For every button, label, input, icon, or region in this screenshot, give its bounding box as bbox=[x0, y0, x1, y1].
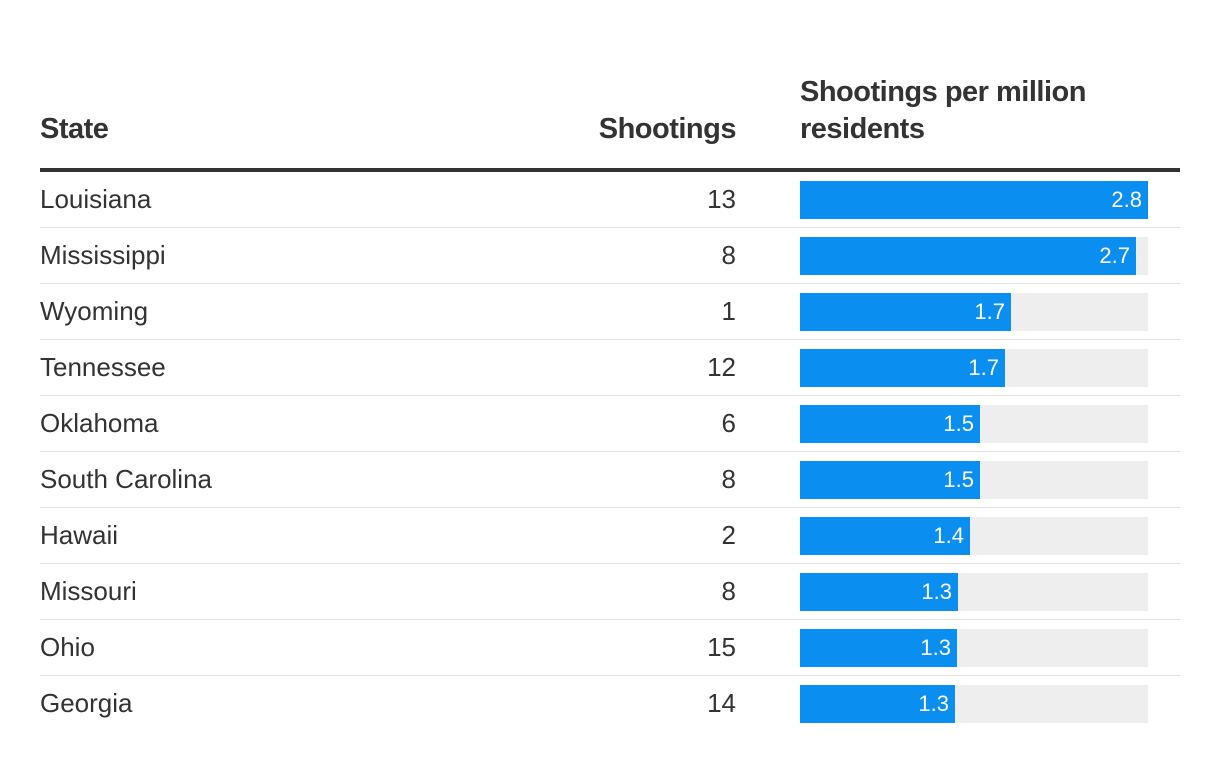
bar-track: 1.5 bbox=[800, 405, 1148, 443]
table-row: Louisiana 13 2.8 bbox=[40, 172, 1180, 228]
table-row: Wyoming 1 1.7 bbox=[40, 284, 1180, 340]
table-header: State Shootings Shootings per million re… bbox=[40, 76, 1180, 172]
rate-bar: 1.3 bbox=[800, 573, 958, 611]
bar-track: 1.5 bbox=[800, 461, 1148, 499]
state-name: Oklahoma bbox=[40, 408, 159, 438]
shootings-count: 8 bbox=[721, 240, 736, 270]
state-name: Missouri bbox=[40, 576, 137, 606]
rate-label: 1.3 bbox=[921, 579, 952, 604]
shootings-count: 6 bbox=[721, 408, 736, 438]
rate-label: 1.3 bbox=[920, 635, 951, 660]
table-row: South Carolina 8 1.5 bbox=[40, 452, 1180, 508]
state-name: Hawaii bbox=[40, 520, 119, 550]
rate-bar: 2.8 bbox=[800, 181, 1148, 219]
shootings-count: 8 bbox=[721, 464, 736, 494]
state-name: Mississippi bbox=[40, 240, 166, 270]
rate-label: 2.7 bbox=[1099, 243, 1130, 268]
data-table: State Shootings Shootings per million re… bbox=[40, 76, 1180, 731]
rate-bar: 1.3 bbox=[800, 629, 957, 667]
bar-track: 1.3 bbox=[800, 629, 1148, 667]
shootings-count: 8 bbox=[721, 576, 736, 606]
shootings-count: 14 bbox=[707, 688, 736, 718]
rate-bar: 1.5 bbox=[800, 461, 980, 499]
bar-track: 1.7 bbox=[800, 293, 1148, 331]
bar-track: 1.4 bbox=[800, 517, 1148, 555]
shootings-count: 1 bbox=[721, 296, 736, 326]
shootings-count: 15 bbox=[707, 632, 736, 662]
table-row: Georgia 14 1.3 bbox=[40, 676, 1180, 731]
column-header-state: State bbox=[40, 113, 109, 145]
table-body: Louisiana 13 2.8 Mississippi 8 2.7 Wyoming 1 1.7… bbox=[40, 172, 1180, 731]
state-name: Georgia bbox=[40, 688, 133, 718]
shootings-count: 13 bbox=[707, 184, 736, 214]
column-header-shootings: Shootings bbox=[598, 113, 737, 145]
rate-bar: 1.4 bbox=[800, 517, 970, 555]
bar-track: 2.8 bbox=[800, 181, 1148, 219]
column-header-rate: Shootings per million residents bbox=[800, 76, 1086, 145]
shootings-count: 2 bbox=[721, 520, 736, 550]
state-name: Tennessee bbox=[40, 352, 166, 382]
state-name: Wyoming bbox=[40, 296, 149, 326]
bar-track: 1.7 bbox=[800, 349, 1148, 387]
rate-bar: 1.7 bbox=[800, 349, 1005, 387]
rate-label: 1.4 bbox=[933, 523, 964, 548]
rate-bar: 1.7 bbox=[800, 293, 1011, 331]
bar-track: 2.7 bbox=[800, 237, 1148, 275]
shootings-count: 12 bbox=[707, 352, 736, 382]
rate-bar: 1.3 bbox=[800, 685, 955, 723]
rate-label: 1.5 bbox=[943, 411, 974, 436]
rate-bar: 1.5 bbox=[800, 405, 980, 443]
table-row: Missouri 8 1.3 bbox=[40, 564, 1180, 620]
rate-label: 1.7 bbox=[968, 355, 999, 380]
table-row: Hawaii 2 1.4 bbox=[40, 508, 1180, 564]
bar-track: 1.3 bbox=[800, 573, 1148, 611]
table-row: Ohio 15 1.3 bbox=[40, 620, 1180, 676]
rate-bar: 2.7 bbox=[800, 237, 1136, 275]
rate-label: 1.7 bbox=[974, 299, 1005, 324]
rate-label: 2.8 bbox=[1111, 187, 1142, 212]
rate-label: 1.5 bbox=[943, 467, 974, 492]
bar-track: 1.3 bbox=[800, 685, 1148, 723]
state-name: Ohio bbox=[40, 632, 95, 662]
rate-label: 1.3 bbox=[918, 691, 949, 716]
table-row: Mississippi 8 2.7 bbox=[40, 228, 1180, 284]
state-name: Louisiana bbox=[40, 184, 152, 214]
state-name: South Carolina bbox=[40, 464, 212, 494]
table-row: Tennessee 12 1.7 bbox=[40, 340, 1180, 396]
table-row: Oklahoma 6 1.5 bbox=[40, 396, 1180, 452]
